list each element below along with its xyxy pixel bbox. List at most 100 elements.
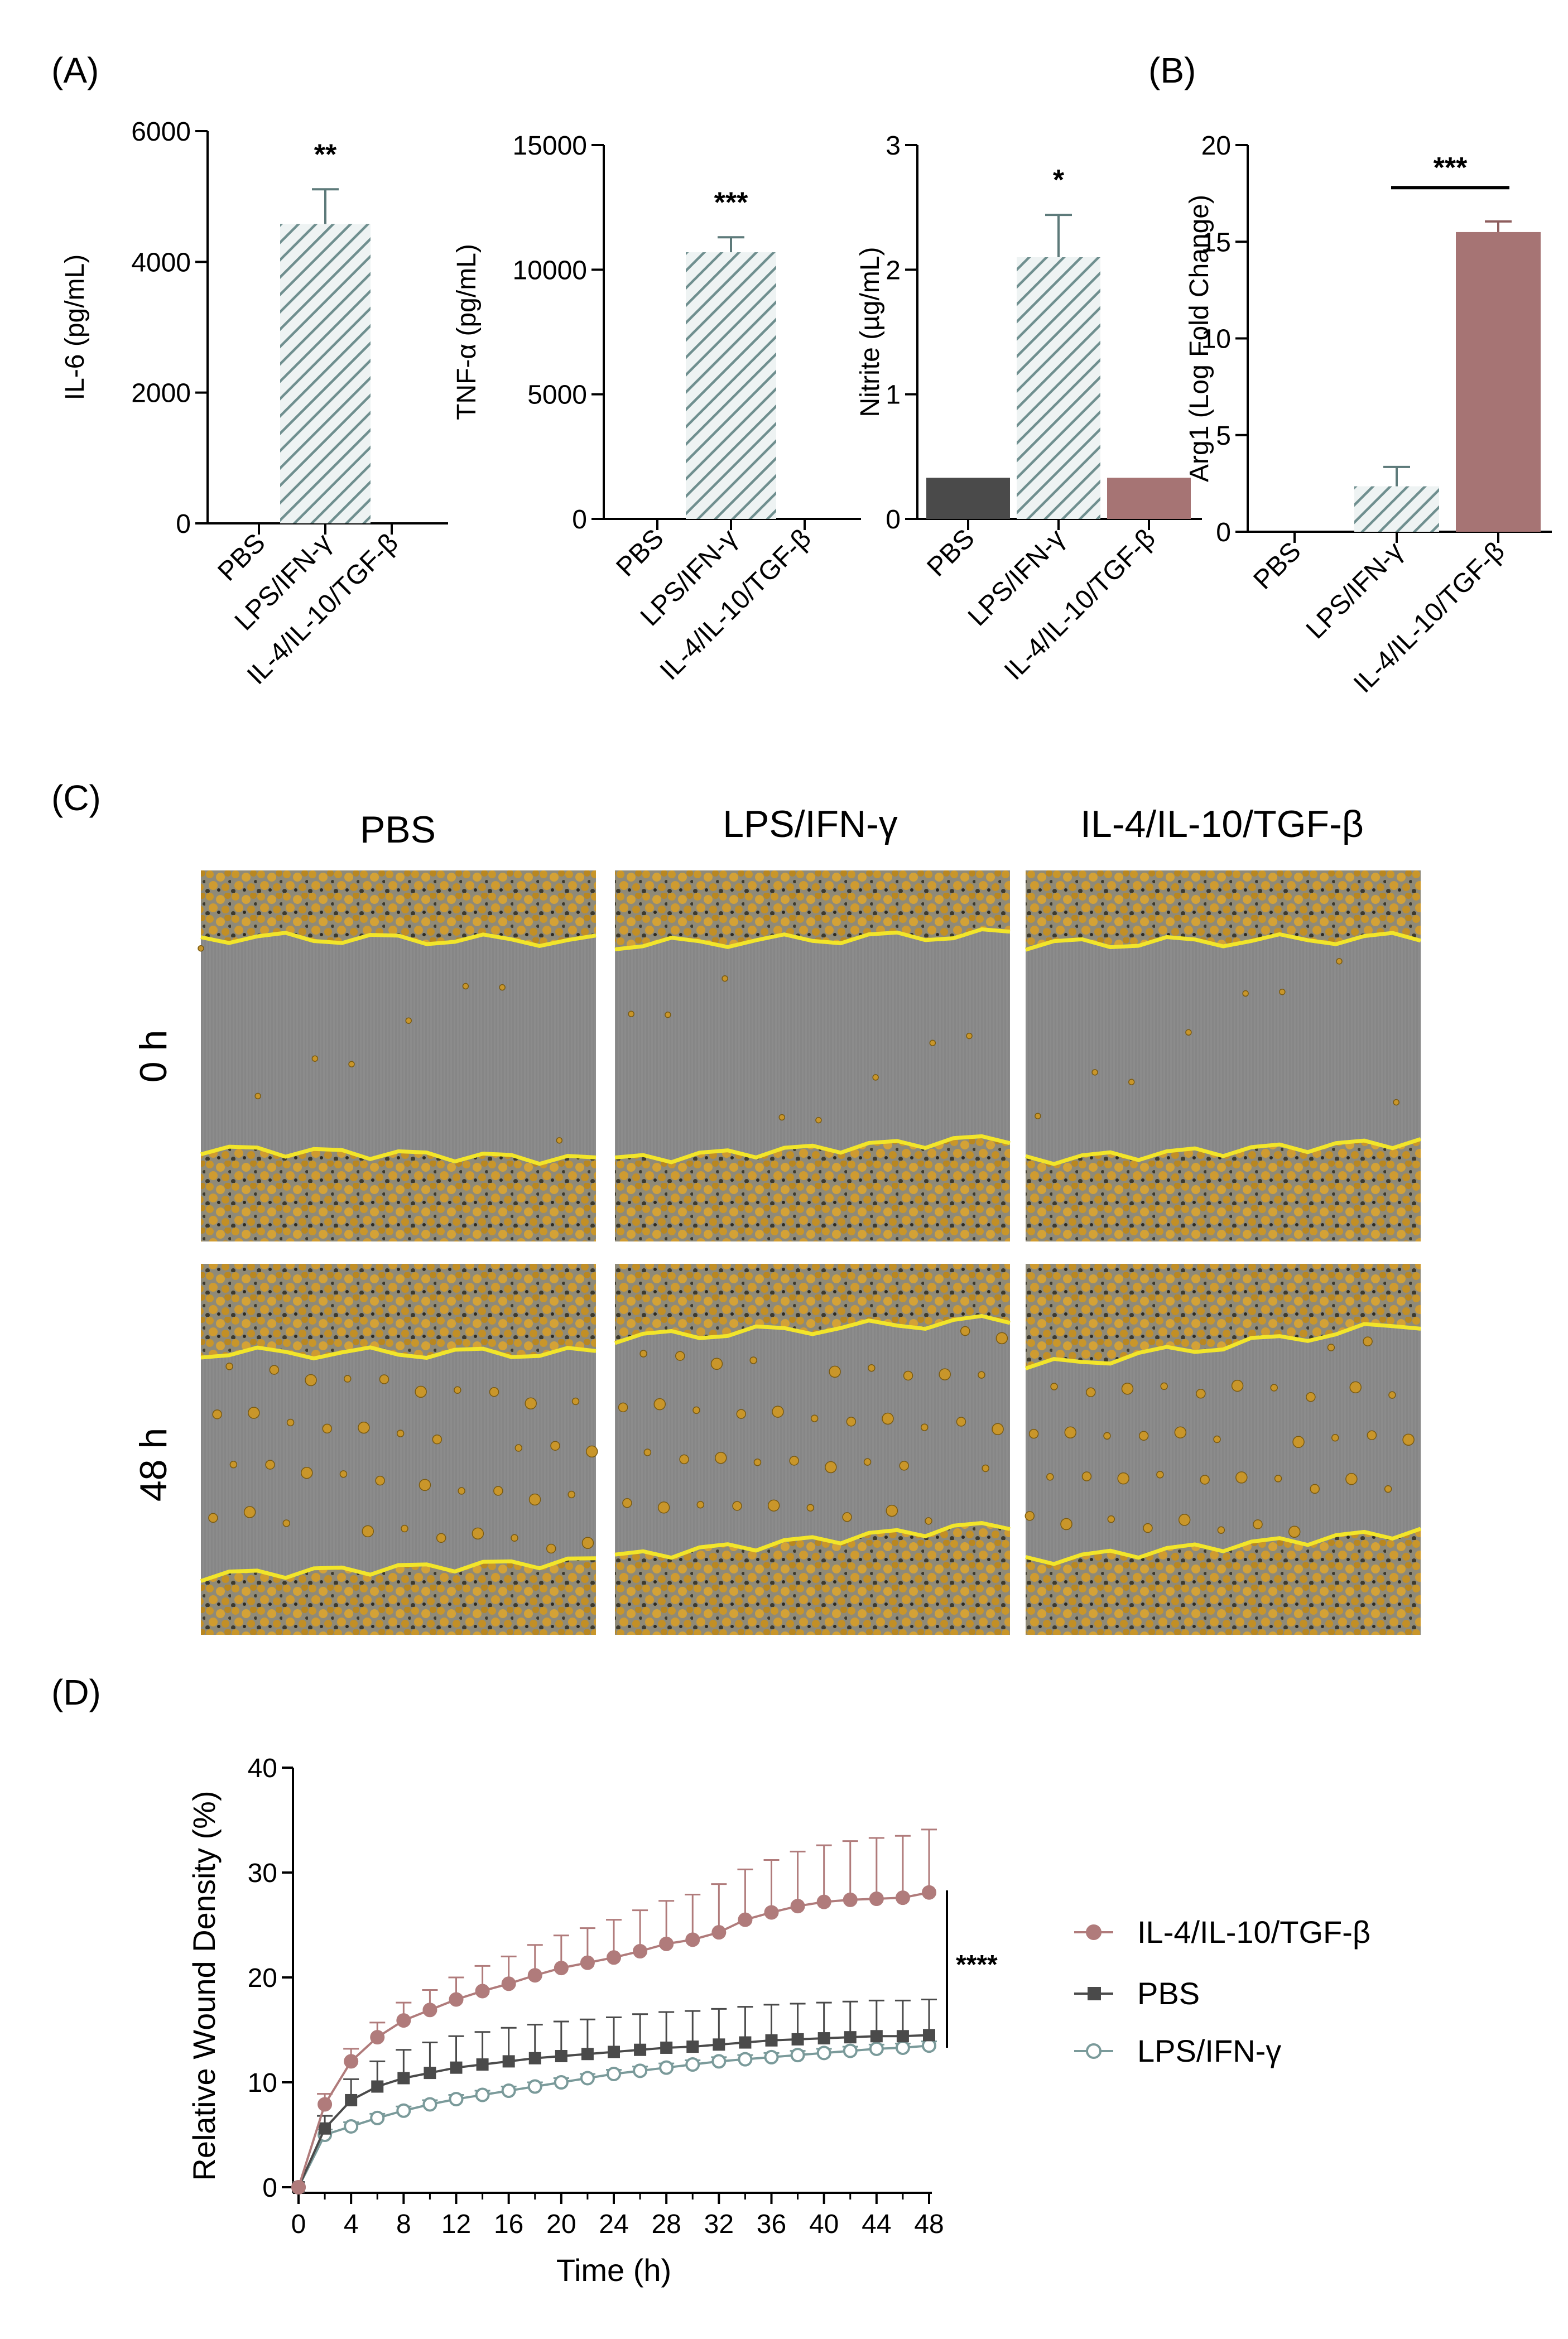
data-point [291, 2180, 306, 2194]
migrating-cell [379, 1374, 389, 1384]
nitrite-y-tick-label: 0 [886, 505, 901, 535]
migrating-cell [396, 1430, 405, 1437]
migrating-cell [339, 1470, 348, 1478]
migrating-cell [212, 1409, 222, 1419]
arg1-x-tick-label-0: PBS [1248, 536, 1306, 595]
data-point [660, 2041, 673, 2054]
migrating-cell [966, 1032, 973, 1039]
migrating-cell [1086, 1387, 1096, 1397]
migrating-cell [1336, 958, 1343, 965]
wound-x-tick-label: 28 [651, 2210, 681, 2239]
micro-row-label-48h: 48 h [132, 1428, 175, 1501]
data-point [607, 2066, 621, 2081]
wound-x-axis-label: Time (h) [556, 2253, 671, 2288]
wound-gap-area [615, 929, 1010, 1162]
data-point [791, 2033, 804, 2046]
data-point [764, 2049, 779, 2064]
migrating-cell [732, 1501, 742, 1511]
migrating-cell [622, 1498, 632, 1508]
migrating-cell [643, 1448, 652, 1456]
migrating-cell [1327, 1344, 1335, 1351]
data-point [345, 2093, 358, 2106]
migrating-cell [472, 1527, 484, 1540]
data-point [475, 2087, 490, 2102]
data-point [685, 2057, 700, 2072]
micrograph-lps-0h [614, 870, 1011, 1241]
migrating-cell [1028, 1428, 1039, 1439]
micro-row-label-0h: 0 h [132, 1030, 175, 1083]
migrating-cell [1279, 988, 1286, 995]
migrating-cell [1160, 1382, 1168, 1390]
migrating-cell [550, 1441, 560, 1451]
migrating-cell [863, 1458, 872, 1466]
data-point [396, 2013, 411, 2028]
arg1-bar-chart: 0 5 10 15 20 Arg1 (Log Fold Change) PBSLPS/IFN… [1185, 131, 1552, 699]
panel-label-c: (C) [51, 778, 101, 818]
il6-x-tick-label-0: PBS [212, 528, 271, 586]
migrating-cell [301, 1466, 313, 1479]
nitrite-significance-label: * [1053, 164, 1065, 196]
migrating-cell [493, 1486, 503, 1496]
micrograph-pbs-0h [198, 870, 597, 1241]
wound-edge-top [1025, 1322, 1421, 1370]
data-point [527, 2079, 542, 2094]
migrating-cell [1367, 1430, 1377, 1440]
migrating-cell [657, 1501, 670, 1514]
wound-edge-bottom [614, 1521, 1011, 1560]
data-point [449, 1992, 464, 2007]
migrating-cell [1345, 1472, 1358, 1485]
scratch-assay-micrographs: PBS LPS/IFN-γ IL-4/IL-10/TGF-β 0 h 48 h [132, 803, 1422, 1635]
arg1-x-tick-label-1: LPS/IFN-γ [1301, 536, 1409, 644]
data-point [790, 1899, 805, 1914]
arg1-y-tick-label: 0 [1216, 518, 1231, 547]
data-point [844, 2031, 857, 2044]
wound-edge-bottom [200, 1556, 597, 1583]
migrating-cell [1274, 1475, 1282, 1483]
nitrite-y-tick-label: 3 [886, 131, 901, 161]
migrating-cell [1331, 1433, 1339, 1442]
data-point [634, 2043, 647, 2056]
migrating-cell [1081, 1471, 1092, 1481]
nitrite-y-axis-label: Nitrite (µg/mL) [855, 247, 885, 417]
data-point [527, 1968, 542, 1983]
data-point [555, 2050, 567, 2062]
wound-x-tick-label: 36 [757, 2210, 786, 2239]
il6-y-tick-label: 6000 [131, 117, 191, 147]
data-point [711, 2054, 727, 2069]
nitrite-y-tick-label: 2 [886, 256, 901, 285]
migrating-cell [872, 1074, 879, 1081]
migrating-cell [653, 1398, 666, 1411]
tnfa-y-tick-label: 5000 [527, 381, 587, 410]
migrating-cell [1128, 1079, 1135, 1085]
migrating-cell [925, 1517, 932, 1525]
data-point [765, 2034, 778, 2047]
series-pbs [292, 1998, 937, 2193]
arg1-significance-label: *** [1434, 152, 1468, 184]
micrograph-pbs-48h [200, 1264, 598, 1635]
data-point [528, 2052, 541, 2064]
il6-y-tick-label: 2000 [131, 379, 191, 408]
migrating-cell [243, 1506, 256, 1518]
micrograph-lps-48h [614, 1264, 1011, 1635]
migrating-cell [511, 1534, 518, 1542]
tnfa-y-tick-label: 15000 [513, 131, 587, 161]
nitrite-bar-0 [926, 478, 1010, 519]
migrating-cell [829, 1365, 841, 1378]
wound-y-tick-label: 10 [248, 2068, 277, 2098]
data-point [633, 2063, 648, 2078]
wound-x-tick-label: 0 [291, 2210, 306, 2239]
migrating-cell [581, 1537, 594, 1549]
data-point [659, 1936, 674, 1951]
migrating-cell [899, 1461, 909, 1471]
data-point [895, 2040, 910, 2055]
data-point [608, 2046, 620, 2058]
migrating-cell [696, 1500, 705, 1509]
data-point [501, 2083, 516, 2099]
migrating-cell [348, 1061, 355, 1067]
migrating-cell [810, 1414, 819, 1422]
migrating-cell [1235, 1471, 1248, 1484]
migrating-cell [1288, 1525, 1301, 1538]
micrograph-il4-48h [1025, 1264, 1422, 1635]
series-lps [291, 2038, 937, 2194]
